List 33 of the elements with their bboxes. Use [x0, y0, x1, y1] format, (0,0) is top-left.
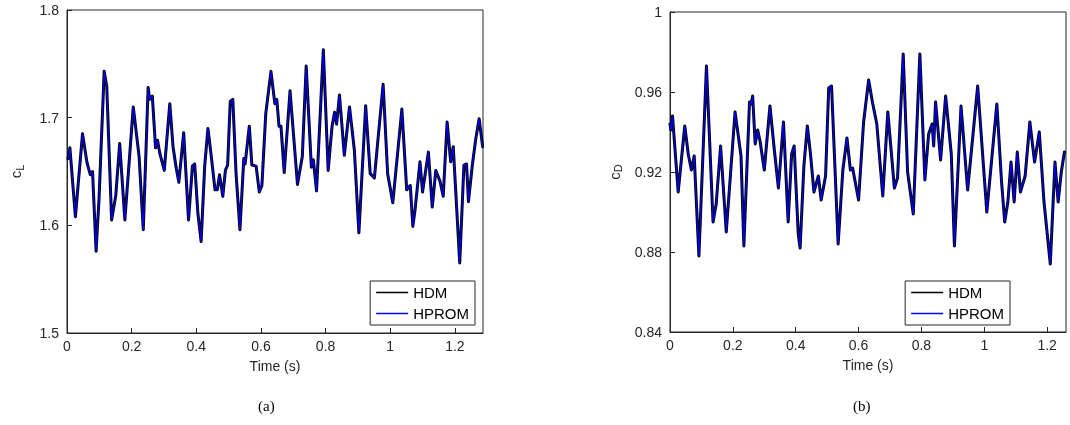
- y-axis-title: cL: [7, 164, 26, 179]
- y-axis-title: cD: [605, 164, 625, 180]
- x-tick-label: 0: [63, 338, 72, 354]
- legend-label: HDM: [948, 284, 983, 301]
- y-tick-label: 1: [654, 4, 663, 20]
- x-tick-label: 0.4: [785, 337, 806, 353]
- x-tick-label: 0.8: [315, 338, 336, 354]
- x-tick-label: 0.2: [121, 338, 142, 354]
- x-tick-label: 1: [386, 338, 395, 354]
- x-axis-title: Time (s): [842, 357, 894, 373]
- y-tick-label: 1.5: [39, 325, 60, 341]
- x-tick-label: 1.2: [1037, 337, 1058, 353]
- legend-label: HPROM: [948, 305, 1005, 322]
- x-tick-label: 0.4: [186, 338, 207, 354]
- x-axis-title: Time (s): [249, 358, 301, 374]
- legend-label: HDM: [413, 284, 448, 301]
- x-tick-label: 0: [666, 337, 675, 353]
- legend-label: HPROM: [413, 305, 470, 322]
- x-tick-label: 1: [980, 337, 989, 353]
- x-tick-label: 0.2: [723, 337, 743, 353]
- y-tick-label: 0.84: [634, 324, 663, 340]
- x-tick-label: 0.8: [911, 337, 932, 353]
- text: (a): [258, 397, 275, 415]
- y-tick-label: 1.7: [39, 109, 60, 126]
- text: (b): [853, 397, 871, 415]
- y-tick-label: 0.92: [634, 164, 663, 180]
- y-tick-label: 0.96: [634, 84, 663, 100]
- x-tick-label: 0.6: [251, 338, 271, 354]
- x-tick-label: 0.6: [848, 337, 869, 353]
- x-tick-label: 1.2: [445, 338, 465, 354]
- y-tick-label: 0.88: [634, 244, 663, 260]
- y-tick-label: 1.8: [39, 2, 60, 18]
- y-tick-label: 1.6: [39, 217, 60, 234]
